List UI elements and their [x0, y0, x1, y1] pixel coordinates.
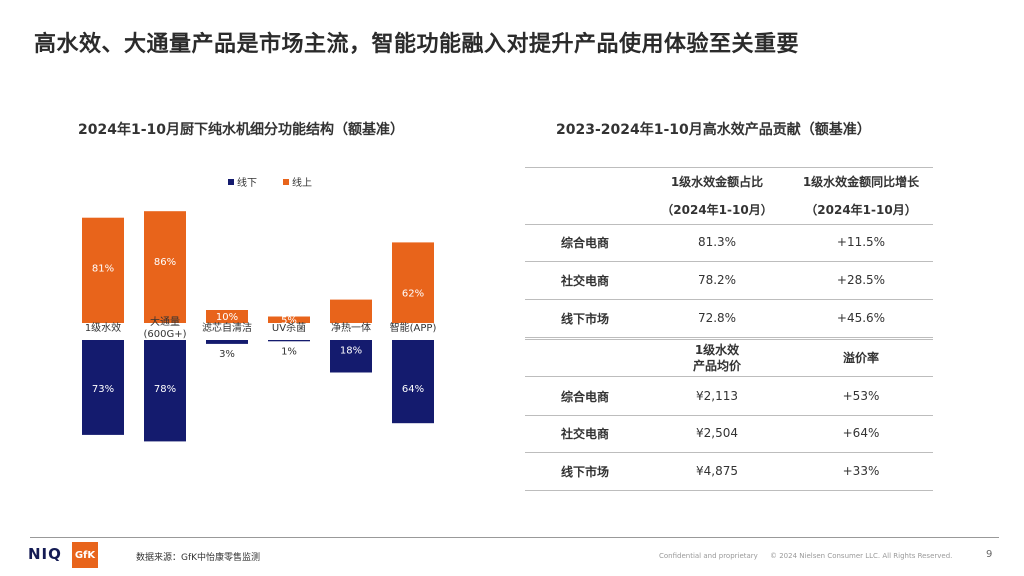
row-share: 78.2% [697, 273, 737, 287]
gfk-logo: GfK [72, 542, 98, 568]
data-label-offline: 73% [92, 384, 114, 395]
data-source: 数据来源：GfK中怡康零售监测 [136, 553, 261, 563]
bar-offline [392, 340, 434, 424]
data-label-offline: 78% [154, 384, 176, 395]
header-premium: 溢价率 [842, 351, 879, 365]
row-channel: 线下市场 [560, 464, 609, 479]
bar-offline [82, 340, 124, 435]
table-row: 社交电商 78.2% +28.5% [525, 261, 933, 300]
table-row: 线下市场 72.8% +45.6% [525, 299, 933, 340]
table-row: 综合电商 81.3% +11.5% [525, 223, 933, 262]
row-price: ¥2,504 [696, 426, 738, 440]
data-label-online: 86% [154, 257, 176, 268]
bar-online [206, 310, 248, 323]
row-share: 72.8% [697, 311, 737, 325]
category-label: 净热一体 [331, 321, 371, 334]
header-growth: 1级水效金额同比增长 （2024年1-10月） [802, 175, 920, 217]
row-channel: 社交电商 [560, 273, 609, 288]
page-number: 9 [986, 549, 993, 560]
table-header-row: 1级水效 产品均价 溢价率 [525, 340, 933, 376]
footer-divider [30, 537, 999, 538]
function-structure-chart: 线下 线上 81% 73% 1级水效 86% 78% 大通量(600G+) 10% 3% 滤芯自清洁… [82, 176, 437, 442]
bar-offline [144, 340, 186, 442]
row-channel: 综合电商 [560, 235, 609, 250]
category-label: 大通量 [150, 315, 180, 328]
category-label: UV杀菌 [272, 321, 306, 334]
row-premium: +33% [842, 464, 880, 478]
legend-swatch-online [283, 179, 289, 185]
niq-logo: NIQ [28, 545, 62, 563]
data-label-online: 62% [402, 288, 424, 299]
table-row: 综合电商 ¥2,113 +53% [525, 376, 933, 416]
category-label: 1级水效 [85, 321, 121, 334]
data-label-offline: 64% [402, 384, 424, 395]
row-share: 81.3% [697, 235, 737, 249]
data-label-online: 81% [92, 264, 114, 275]
chart-title: 2024年1-10月厨下纯水机细分功能结构（额基准） [78, 122, 404, 138]
row-premium: +64% [842, 426, 880, 440]
legend-label-offline: 线下 [237, 176, 257, 189]
bar-online [268, 316, 310, 323]
row-growth: +45.6% [836, 311, 886, 325]
row-channel: 综合电商 [560, 389, 609, 404]
row-channel: 线下市场 [560, 311, 609, 326]
category-label: (600G+) [143, 329, 186, 340]
bar-offline [330, 340, 372, 373]
data-label-offline: 3% [219, 349, 235, 360]
data-label-online: 18% [340, 346, 362, 357]
bar-online [392, 242, 434, 323]
bar-online [144, 211, 186, 323]
category-label: 滤芯自清洁 [202, 321, 252, 334]
data-label-offline: 25% [340, 384, 362, 395]
legend-swatch-offline [228, 179, 234, 185]
table-title: 2023-2024年1-10月高水效产品贡献（额基准） [556, 122, 871, 138]
row-channel: 社交电商 [560, 426, 609, 441]
table-header-row: 1级水效金额占比 （2024年1-10月） 1级水效金额同比增长 （2024年1-1… [525, 167, 933, 225]
data-label-offline: 1% [281, 346, 297, 357]
bar-offline [206, 340, 248, 344]
legend-label-online: 线上 [292, 176, 312, 189]
category-label: 智能(APP) [390, 321, 437, 334]
row-growth: +28.5% [836, 273, 886, 287]
row-price: ¥4,875 [696, 464, 738, 478]
table-row: 线下市场 ¥4,875 +33% [525, 452, 933, 491]
data-label-online: 10% [216, 312, 238, 323]
row-price: ¥2,113 [696, 389, 738, 403]
copyright: © 2024 Nielsen Consumer LLC. All Rights … [770, 552, 953, 560]
table-row: 社交电商 ¥2,504 +64% [525, 414, 933, 453]
bar-online [330, 299, 372, 323]
data-label-online: 5% [281, 315, 297, 326]
bar-offline [268, 340, 310, 342]
row-growth: +11.5% [836, 235, 886, 249]
confidential-note: Confidential and proprietary [659, 552, 758, 560]
header-share: 1级水效金额占比 （2024年1-10月） [661, 175, 773, 217]
bar-online [82, 217, 124, 323]
page-title: 高水效、大通量产品是市场主流，智能功能融入对提升产品使用体验至关重要 [34, 32, 800, 57]
header-avg-price: 1级水效 产品均价 [692, 343, 741, 373]
row-premium: +53% [842, 389, 880, 403]
